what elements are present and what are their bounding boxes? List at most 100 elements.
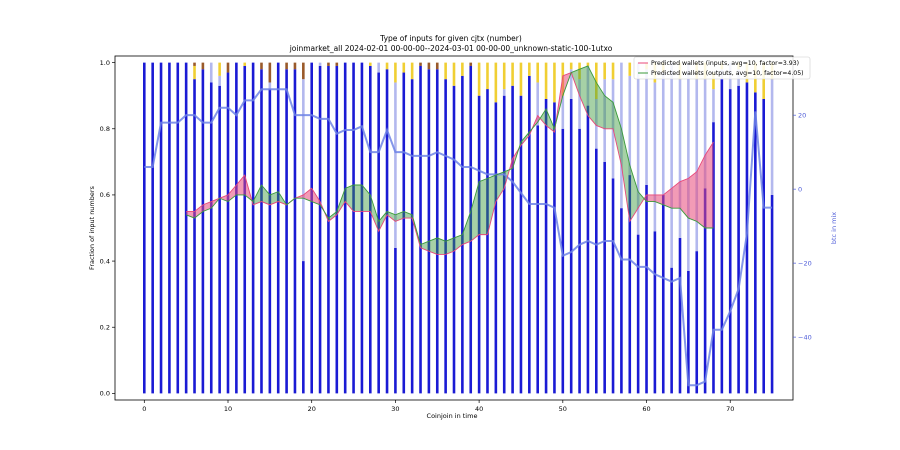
wallet-diff-area-10-0 (269, 191, 279, 205)
bar-dark-blue-68 (712, 122, 715, 394)
bar-light-blue-19 (302, 79, 305, 262)
bar-light-blue-59 (636, 62, 640, 235)
bar-dark-blue-45 (519, 95, 523, 394)
y2-tick-label-20: 20 (798, 111, 806, 119)
bar-dark-blue-47 (536, 125, 539, 394)
bar-dark-blue-44 (511, 85, 514, 394)
wallet-diff-area-47-0 (579, 65, 588, 116)
bar-brown-19 (302, 62, 305, 80)
bar-dark-blue-20 (310, 62, 313, 394)
bar-dark-blue-3 (168, 62, 171, 394)
bar-gold-55 (603, 62, 606, 80)
bar-light-blue-57 (620, 62, 623, 209)
bar-brown-22 (327, 62, 330, 66)
y-tick-label-0: 0.0 (100, 390, 110, 398)
y-tick-label-0.8: 0.8 (100, 125, 110, 133)
wallet-diff-area-59-0 (680, 178, 689, 219)
wallet-diff-area-20-0 (353, 185, 362, 212)
bar-light-blue-60 (645, 69, 648, 185)
wallet-diff-area-29-0 (428, 237, 438, 255)
bar-dark-blue-65 (687, 271, 690, 394)
wallet-diff-area-9-0 (261, 185, 270, 205)
wallet-diff-area-37-0 (495, 171, 505, 202)
x-axis-label: Coinjoin in time (427, 412, 478, 420)
x-tick-label-10: 10 (224, 405, 232, 413)
wallet-diff-area-14-0 (303, 188, 312, 202)
bar-light-blue-52 (578, 79, 581, 129)
bar-gold-43 (502, 62, 506, 90)
bar-light-blue-58 (628, 75, 632, 176)
bar-dark-blue-25 (352, 62, 355, 394)
legend-label-inputs: Predicted wallets (inputs, avg=10, facto… (651, 60, 799, 67)
y2-tick-label--20: −20 (798, 259, 812, 267)
bar-gold-6 (193, 65, 196, 80)
bar-brown-34 (427, 62, 431, 70)
bar-light-blue-75 (770, 79, 774, 195)
bar-brown-18 (293, 62, 297, 70)
bar-light-blue-51 (569, 69, 573, 99)
bar-dark-blue-16 (276, 62, 280, 394)
wallet-diff-area-22-0 (370, 194, 379, 232)
bar-dark-blue-30 (394, 247, 397, 394)
bar-gold-9 (218, 62, 221, 76)
bar-gold-42 (494, 62, 498, 103)
bar-dark-blue-69 (720, 79, 724, 394)
bar-dark-blue-60 (645, 185, 648, 394)
bar-gold-41 (486, 62, 489, 90)
bar-dark-blue-9 (218, 85, 221, 394)
bar-gold-68 (712, 72, 715, 90)
bar-dark-blue-55 (603, 161, 606, 394)
bar-gold-12 (243, 62, 247, 66)
bar-gold-52 (578, 62, 581, 80)
bar-dark-blue-6 (193, 79, 196, 394)
bar-dark-blue-2 (159, 62, 163, 394)
wallet-diff-area-34-0 (470, 181, 480, 242)
wallet-diff-area-61-0 (696, 155, 706, 228)
bar-brown-7 (201, 62, 205, 70)
wallet-diff-area-40-0 (520, 132, 530, 146)
wallet-diff-area-21-0 (361, 185, 371, 212)
bar-dark-blue-48 (544, 99, 548, 394)
wallet-diff-area-58-0 (671, 181, 680, 209)
wallet-diff-area-30-0 (437, 237, 446, 255)
wallet-diff-area-52-0 (621, 128, 630, 222)
bar-light-blue-61 (653, 82, 657, 232)
bar-dark-blue-17 (285, 69, 288, 394)
bar-gold-40 (477, 62, 481, 96)
bar-light-blue-53 (586, 65, 590, 106)
bar-dark-blue-40 (477, 95, 481, 394)
wallet-diff-area-17-0 (328, 211, 337, 222)
bar-gold-38 (461, 62, 464, 76)
wallet-diff-area-19-0 (345, 185, 354, 212)
wallet-diff-area-49-0 (596, 82, 605, 129)
y-tick-label-0.2: 0.2 (100, 324, 110, 332)
bar-dark-blue-12 (243, 65, 247, 394)
wallet-diff-area-4-0 (219, 194, 228, 202)
wallet-diff-area-55-0 (646, 194, 655, 202)
x-tick-label-70: 70 (726, 405, 734, 413)
legend-label-outputs: Predicted wallets (outputs, avg=10, fact… (651, 70, 804, 77)
bar-light-blue-66 (695, 79, 699, 252)
chart-subtitle: joinmarket_all 2024-02-01 00-00-00--2024… (289, 44, 613, 53)
bar-dark-blue-42 (494, 102, 498, 394)
wallet-diff-area-48-0 (587, 65, 597, 126)
bar-gold-56 (611, 62, 615, 80)
bar-dark-blue-13 (251, 62, 255, 394)
x-tick-label-20: 20 (308, 405, 316, 413)
bar-dark-blue-7 (201, 69, 205, 394)
bar-dark-blue-58 (628, 175, 632, 394)
bar-brown-15 (268, 62, 272, 83)
bar-light-blue-62 (661, 72, 665, 195)
y-tick-label-0.6: 0.6 (100, 191, 110, 199)
wallet-diff-area-6-0 (236, 175, 245, 195)
bar-dark-blue-35 (435, 69, 439, 394)
bar-light-blue-67 (703, 79, 707, 189)
bar-gold-36 (444, 62, 447, 80)
bar-dark-blue-61 (653, 231, 657, 394)
y-tick-label-1: 1.0 (100, 59, 110, 67)
bar-dark-blue-67 (703, 188, 707, 394)
bar-light-blue-55 (603, 79, 606, 162)
bar-light-blue-63 (670, 62, 673, 268)
wallet-diff-area-1-0 (194, 204, 203, 219)
bar-dark-blue-21 (318, 65, 322, 394)
